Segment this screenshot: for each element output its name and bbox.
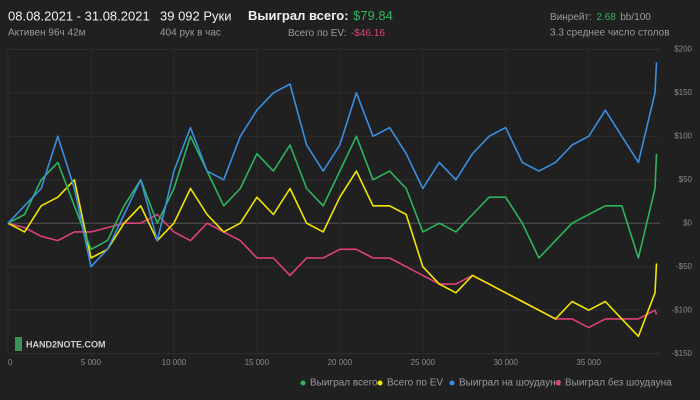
- legend-label: Выиграл без шоудауна: [565, 377, 672, 389]
- winrate-unit: bb/100: [620, 12, 651, 23]
- date-range: 08.08.2021 - 31.08.2021: [8, 8, 150, 23]
- y-tick-label: -$50: [676, 262, 693, 271]
- winrate-label: Винрейт:: [550, 12, 592, 23]
- legend-label: Всего по EV: [387, 378, 443, 389]
- watermark: HAND2NOTE.COM: [26, 339, 106, 349]
- ev-total: Всего по EV: -$46.16: [288, 24, 385, 41]
- legend-marker: [449, 380, 455, 386]
- won-total: Выиграл всего: $79.84: [248, 8, 393, 25]
- won-value: $79.84: [353, 8, 393, 23]
- legend-marker: [555, 380, 561, 386]
- series-line: [7, 135, 658, 259]
- legend-label: Выиграл всего: [310, 378, 378, 389]
- legend-label: Выиграл на шоудауне: [459, 378, 562, 389]
- y-tick-label: $100: [674, 131, 692, 140]
- tables: 3.3 среднее число столов: [550, 28, 670, 39]
- y-tick-label: $150: [674, 88, 692, 97]
- legend-marker: [377, 380, 383, 386]
- winrate-value: 2.68: [596, 12, 616, 23]
- x-tick-label: 25 000: [411, 358, 436, 367]
- logo-icon: [15, 337, 22, 351]
- x-tick-label: 30 000: [493, 358, 518, 367]
- hands: 39 092 Руки: [160, 8, 232, 23]
- x-tick-label: 5 000: [81, 358, 102, 367]
- y-tick-label: -$150: [672, 349, 693, 358]
- x-tick-label: 35 000: [576, 358, 601, 367]
- x-tick-label: 20 000: [328, 358, 353, 367]
- x-tick-label: 0: [8, 358, 13, 367]
- y-tick-label: -$100: [672, 305, 693, 314]
- y-tick-label: $50: [679, 175, 693, 184]
- y-tick-label: $200: [674, 44, 692, 53]
- x-tick-label: 10 000: [162, 358, 187, 367]
- legend-marker: [300, 380, 306, 386]
- hands-per-hour: 404 рук в час: [160, 28, 221, 39]
- ev-label: Всего по EV:: [288, 28, 347, 39]
- x-tick-label: 15 000: [245, 358, 270, 367]
- grid: [7, 45, 660, 358]
- y-tick-label: $0: [683, 218, 692, 227]
- series-line: [7, 170, 658, 338]
- ev-value: -$46.16: [351, 28, 385, 39]
- active-time: Активен 96ч 42м: [8, 28, 86, 39]
- won-label: Выиграл всего:: [248, 8, 349, 23]
- winrate: Винрейт: 2.68 bb/100: [550, 8, 651, 25]
- series-line: [7, 62, 658, 268]
